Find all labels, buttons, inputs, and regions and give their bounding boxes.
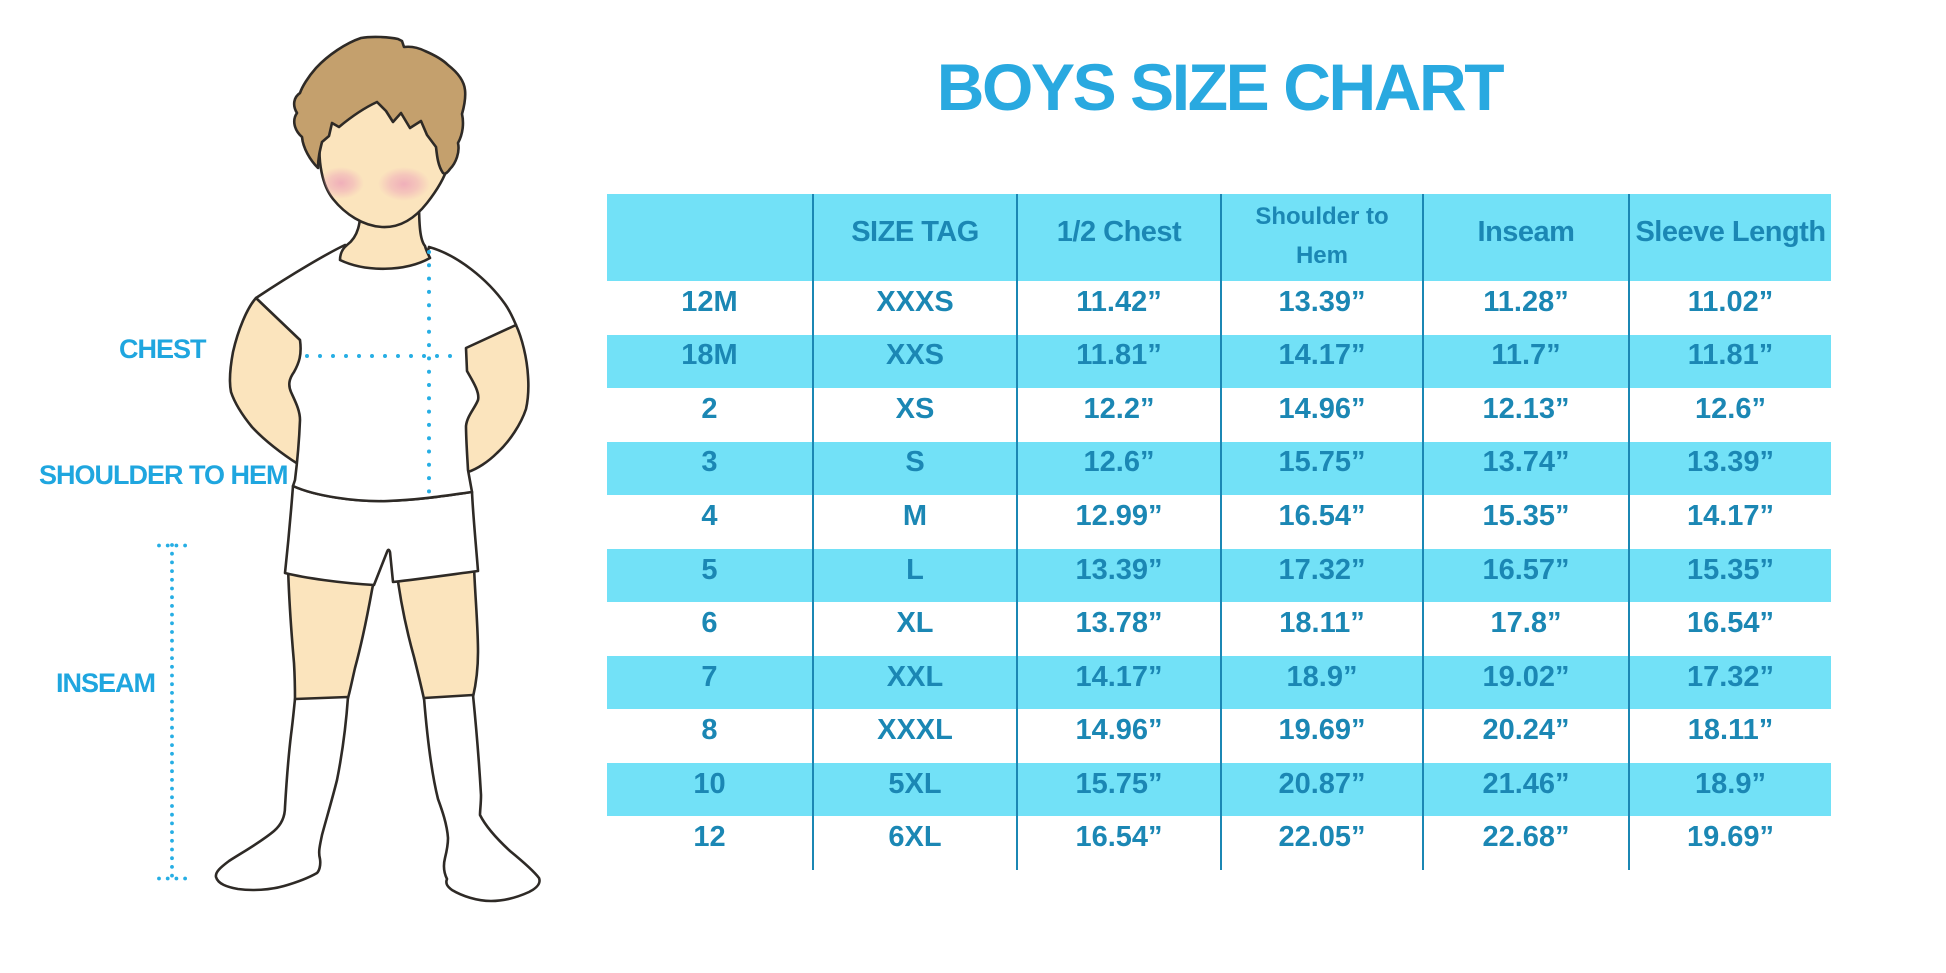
svg-text:SHOULDER TO HEM: SHOULDER TO HEM — [39, 460, 288, 490]
svg-text:INSEAM: INSEAM — [56, 668, 155, 698]
svg-text:CHEST: CHEST — [119, 334, 207, 364]
